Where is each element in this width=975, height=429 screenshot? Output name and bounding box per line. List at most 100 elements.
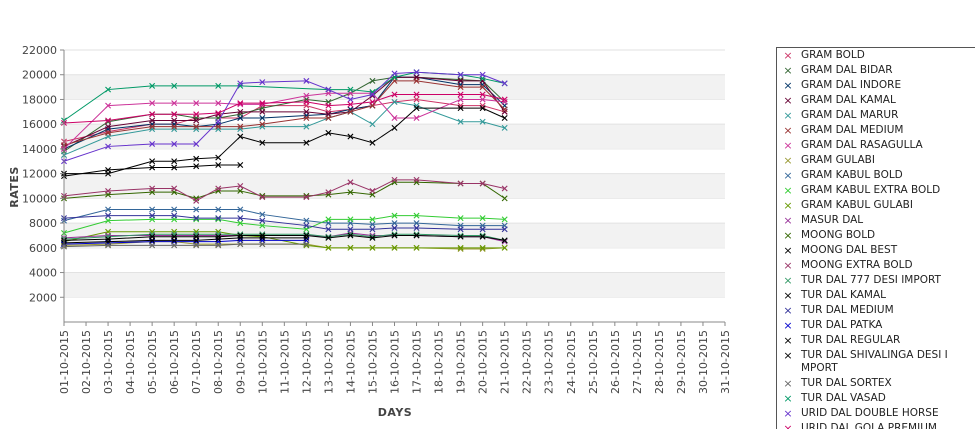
- data-point: [391, 220, 398, 227]
- legend-item: × GRAM DAL BIDAR: [777, 63, 975, 78]
- data-point: [413, 77, 420, 84]
- data-point: [347, 226, 354, 233]
- y-tick-label: 12000: [22, 168, 57, 181]
- data-point: [259, 100, 266, 107]
- data-point: [303, 115, 310, 121]
- legend-marker-icon: ×: [783, 319, 793, 332]
- data-point: [457, 226, 464, 233]
- legend-label: GRAM DAL RASAGULLA: [801, 139, 923, 151]
- data-point: [369, 233, 376, 240]
- data-point: [237, 82, 244, 89]
- data-point: [215, 206, 222, 213]
- legend-item: × URID DAL GOLA PREMIUM: [777, 421, 975, 429]
- series-gram-kabul-extra-bold: [61, 212, 508, 236]
- x-tick-label: 17-10-2015: [411, 330, 424, 394]
- data-point: [259, 108, 266, 115]
- data-point: [479, 84, 486, 91]
- data-point: [171, 206, 178, 213]
- data-point: [149, 82, 156, 89]
- legend-marker-icon: ×: [783, 139, 793, 152]
- legend-item: × TUR DAL VASAD: [777, 391, 975, 406]
- data-point: [457, 215, 464, 222]
- data-point: [391, 124, 398, 131]
- data-point: [391, 98, 398, 105]
- series-urid-dal-gola-premium: [61, 91, 508, 126]
- legend-label: GRAM DAL MARUR: [801, 109, 899, 121]
- x-tick-label: 13-10-2015: [322, 330, 335, 394]
- data-point: [413, 225, 420, 232]
- data-point: [215, 82, 222, 89]
- x-tick-label: 06-10-2015: [168, 330, 181, 394]
- data-point: [479, 105, 486, 112]
- x-tick-label: 11-10-2015: [278, 330, 291, 394]
- axes: 2000 4000 6000 8000 10000 12000 14000 16000 1800…: [22, 44, 732, 394]
- legend-marker-icon: ×: [783, 199, 793, 212]
- data-point: [391, 232, 398, 239]
- data-point: [369, 77, 376, 84]
- legend-item: × TUR DAL KAMAL: [777, 288, 975, 303]
- data-point: [413, 176, 420, 183]
- data-point: [105, 129, 112, 136]
- data-point: [237, 232, 244, 239]
- data-point: [193, 215, 200, 222]
- legend-label: MASUR DAL: [801, 214, 864, 226]
- x-tick-label: 10-10-2015: [256, 330, 269, 394]
- data-point: [237, 133, 244, 140]
- data-point: [149, 231, 156, 238]
- y-tick-label: 2000: [29, 291, 57, 304]
- data-point: [105, 206, 112, 213]
- data-point: [237, 100, 244, 107]
- data-point: [237, 187, 244, 194]
- data-point: [215, 118, 222, 125]
- data-point: [369, 226, 376, 233]
- data-point: [237, 215, 244, 222]
- series-urid-dal-double-horse: [61, 69, 508, 165]
- y-tick-label: 6000: [29, 242, 57, 255]
- legend-label: TUR DAL MEDIUM: [801, 304, 894, 316]
- data-point: [369, 232, 376, 239]
- data-point: [303, 241, 310, 248]
- legend-marker-icon: ×: [783, 214, 793, 227]
- data-point: [149, 111, 156, 118]
- data-point: [369, 234, 376, 241]
- x-tick-label: 07-10-2015: [190, 330, 203, 394]
- legend-marker-icon: ×: [783, 109, 793, 122]
- data-point: [149, 185, 156, 192]
- data-point: [171, 158, 178, 165]
- data-point: [149, 123, 156, 130]
- data-point: [171, 126, 178, 133]
- x-tick-label: 16-10-2015: [389, 330, 402, 394]
- x-tick-label: 05-10-2015: [146, 330, 159, 394]
- data-point: [149, 117, 156, 124]
- data-point: [325, 226, 332, 233]
- data-point: [391, 225, 398, 232]
- data-point: [303, 98, 310, 105]
- legend-label: GRAM KABUL BOLD: [801, 169, 903, 181]
- data-point: [413, 69, 420, 76]
- data-point: [369, 98, 376, 105]
- data-point: [237, 241, 244, 248]
- data-point: [413, 212, 420, 219]
- data-point: [303, 234, 310, 241]
- series-moong-extra-bold: [61, 176, 508, 204]
- data-point: [237, 183, 244, 189]
- data-point: [193, 140, 200, 147]
- data-point: [457, 233, 464, 240]
- legend-item: × TUR DAL REGULAR: [777, 333, 975, 348]
- data-point: [259, 222, 266, 229]
- data-point: [325, 244, 332, 251]
- data-point: [501, 226, 508, 233]
- data-point: [413, 96, 420, 103]
- x-tick-label: 14-10-2015: [344, 330, 357, 394]
- data-point: [457, 102, 464, 109]
- grid-band: [64, 272, 725, 298]
- data-point: [347, 108, 354, 115]
- data-point: [215, 242, 222, 249]
- data-point: [413, 220, 420, 227]
- grid-band: [64, 74, 725, 100]
- legend-marker-icon: ×: [783, 229, 793, 242]
- x-tick-label: 02-10-2015: [80, 330, 93, 394]
- legend-label: GRAM DAL MEDIUM: [801, 124, 904, 136]
- data-point: [303, 92, 310, 99]
- data-point: [105, 117, 112, 124]
